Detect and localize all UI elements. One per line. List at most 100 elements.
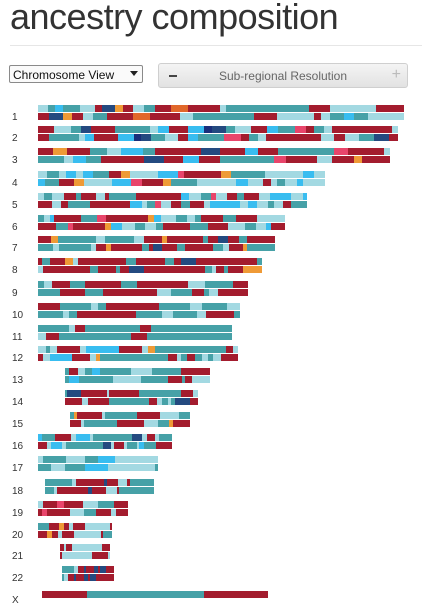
ancestry-segment[interactable] <box>69 236 80 243</box>
ancestry-segment[interactable] <box>286 148 302 155</box>
ancestry-segment[interactable] <box>79 509 81 516</box>
ancestry-segment[interactable] <box>114 442 119 449</box>
ancestry-segment[interactable] <box>209 289 218 296</box>
ancestry-segment[interactable] <box>92 487 95 494</box>
ancestry-segment[interactable] <box>94 544 96 551</box>
ancestry-segment[interactable] <box>173 266 177 273</box>
ancestry-segment[interactable] <box>151 412 156 419</box>
ancestry-segment[interactable] <box>317 156 332 163</box>
ancestry-segment[interactable] <box>82 544 84 551</box>
ancestry-segment[interactable] <box>54 215 63 222</box>
ancestry-segment[interactable] <box>101 244 106 251</box>
chromosome-strand-4-2[interactable] <box>38 179 325 186</box>
ancestry-segment[interactable] <box>115 325 118 332</box>
ancestry-segment[interactable] <box>182 376 185 383</box>
ancestry-segment[interactable] <box>278 105 284 112</box>
ancestry-segment[interactable] <box>131 244 142 251</box>
ancestry-segment[interactable] <box>151 325 154 332</box>
ancestry-segment[interactable] <box>76 215 81 222</box>
ancestry-segment[interactable] <box>80 236 87 243</box>
ancestry-segment[interactable] <box>217 311 225 318</box>
ancestry-segment[interactable] <box>306 126 314 133</box>
ancestry-segment[interactable] <box>162 354 168 361</box>
ancestry-segment[interactable] <box>107 266 116 273</box>
ancestry-segment[interactable] <box>291 201 307 208</box>
ancestry-segment[interactable] <box>96 420 101 427</box>
ancestry-segment[interactable] <box>162 398 168 405</box>
ancestry-segment[interactable] <box>179 412 181 419</box>
ancestry-segment[interactable] <box>133 113 142 120</box>
ancestry-segment[interactable] <box>206 215 215 222</box>
ancestry-segment[interactable] <box>118 501 122 508</box>
ancestry-segment[interactable] <box>108 531 110 538</box>
ancestry-segment[interactable] <box>158 354 162 361</box>
ancestry-segment[interactable] <box>122 501 126 508</box>
ancestry-segment[interactable] <box>96 390 98 397</box>
ancestry-segment[interactable] <box>304 113 314 120</box>
ancestry-segment[interactable] <box>66 566 68 573</box>
ancestry-segment[interactable] <box>124 236 134 243</box>
ancestry-segment[interactable] <box>201 148 212 155</box>
ancestry-segment[interactable] <box>149 289 157 296</box>
ancestry-segment[interactable] <box>130 171 139 178</box>
ancestry-segment[interactable] <box>151 236 162 243</box>
ancestry-segment[interactable] <box>132 420 135 427</box>
ancestry-segment[interactable] <box>154 215 161 222</box>
ancestry-segment[interactable] <box>152 368 158 375</box>
ancestry-segment[interactable] <box>74 531 77 538</box>
ancestry-segment[interactable] <box>226 126 235 133</box>
ancestry-segment[interactable] <box>142 244 149 251</box>
ancestry-segment[interactable] <box>137 479 139 486</box>
ancestry-segment[interactable] <box>108 566 110 573</box>
ancestry-segment[interactable] <box>348 148 359 155</box>
ancestry-segment[interactable] <box>153 244 162 251</box>
ancestry-segment[interactable] <box>90 354 96 361</box>
ancestry-segment[interactable] <box>38 333 46 340</box>
ancestry-segment[interactable] <box>62 442 66 449</box>
ancestry-segment[interactable] <box>151 333 157 340</box>
ancestry-segment[interactable] <box>211 281 217 288</box>
ancestry-segment[interactable] <box>116 591 126 598</box>
ancestry-segment[interactable] <box>147 442 150 449</box>
ancestry-segment[interactable] <box>111 509 113 516</box>
chromosome-strand-5-1[interactable] <box>38 193 307 200</box>
ancestry-segment[interactable] <box>92 442 95 449</box>
ancestry-segment[interactable] <box>144 442 147 449</box>
ancestry-segment[interactable] <box>103 171 109 178</box>
ancestry-segment[interactable] <box>95 531 98 538</box>
ancestry-segment[interactable] <box>181 390 187 397</box>
ancestry-segment[interactable] <box>217 281 225 288</box>
ancestry-segment[interactable] <box>48 501 51 508</box>
ancestry-segment[interactable] <box>64 509 66 516</box>
ancestry-segment[interactable] <box>63 487 66 494</box>
ancestry-segment[interactable] <box>54 479 59 486</box>
ancestry-segment[interactable] <box>142 412 146 419</box>
ancestry-segment[interactable] <box>95 464 100 471</box>
ancestry-segment[interactable] <box>118 325 126 332</box>
ancestry-segment[interactable] <box>88 487 92 494</box>
ancestry-segment[interactable] <box>90 456 94 463</box>
ancestry-segment[interactable] <box>134 134 141 141</box>
ancestry-segment[interactable] <box>175 281 182 288</box>
ancestry-segment[interactable] <box>43 531 45 538</box>
ancestry-segment[interactable] <box>96 552 98 559</box>
chromosome-strand-18-2[interactable] <box>45 487 154 494</box>
ancestry-segment[interactable] <box>93 531 95 538</box>
ancestry-segment[interactable] <box>169 126 181 133</box>
ancestry-segment[interactable] <box>303 193 307 200</box>
ancestry-segment[interactable] <box>175 398 180 405</box>
ancestry-segment[interactable] <box>127 442 129 449</box>
ancestry-segment[interactable] <box>162 434 168 441</box>
ancestry-segment[interactable] <box>68 201 73 208</box>
ancestry-segment[interactable] <box>75 346 80 353</box>
ancestry-segment[interactable] <box>101 398 103 405</box>
ancestry-segment[interactable] <box>75 376 79 383</box>
ancestry-segment[interactable] <box>131 333 135 340</box>
ancestry-segment[interactable] <box>166 193 170 200</box>
ancestry-segment[interactable] <box>172 303 178 310</box>
ancestry-segment[interactable] <box>56 311 63 318</box>
ancestry-segment[interactable] <box>58 354 63 361</box>
ancestry-segment[interactable] <box>286 156 296 163</box>
ancestry-segment[interactable] <box>66 434 71 441</box>
ancestry-segment[interactable] <box>180 148 195 155</box>
